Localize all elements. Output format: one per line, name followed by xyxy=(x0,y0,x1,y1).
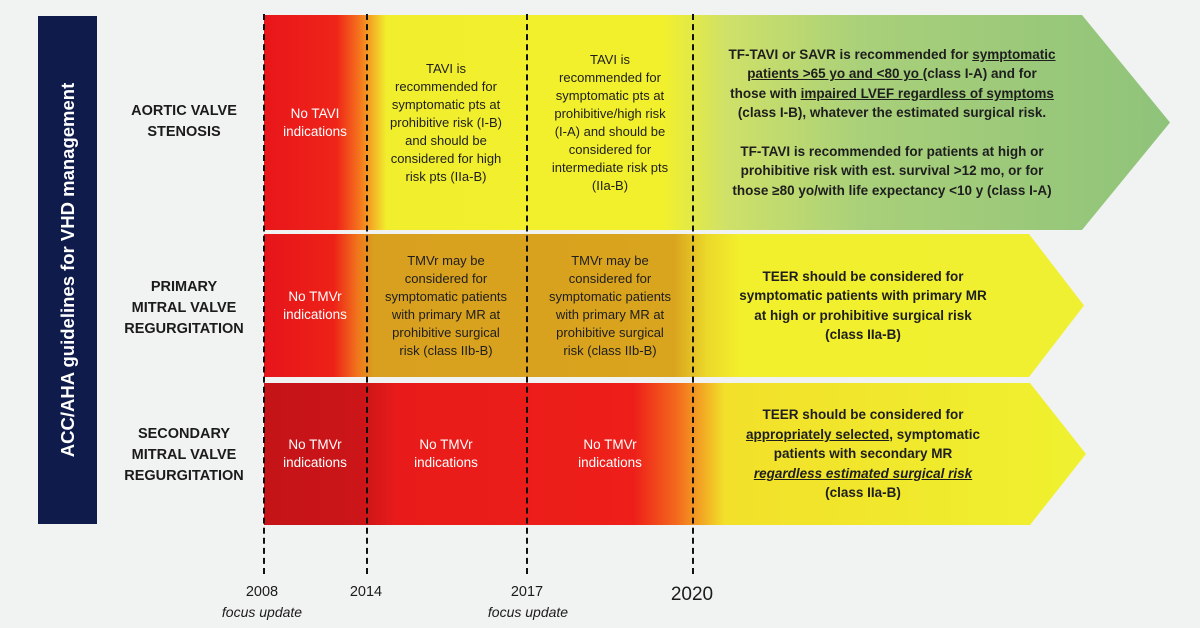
arrow-line: those ≥80 yo/with life expectancy <10 y … xyxy=(732,182,1052,198)
arrow-line: TEER should be considered for xyxy=(762,268,964,284)
year-2020: 2020 xyxy=(670,584,714,605)
band-primary xyxy=(264,234,1084,377)
arrow-line: TEER should be considered for xyxy=(762,407,964,423)
arrow-line: patients >65 yo and <80 yo (class I-A) a… xyxy=(747,66,1037,82)
band-secondary-shape xyxy=(264,383,1086,525)
row-label-primary: PRIMARY MITRAL VALVE REGURGITATION xyxy=(124,279,244,337)
cell-primary-2017: TMVr may be considered for symptomatic pa… xyxy=(548,252,672,358)
cell-primary-2008: No TMVr indications xyxy=(283,288,347,322)
divider-2008 xyxy=(263,14,265,574)
divider-2020 xyxy=(692,14,694,574)
cell-aortic-2014: TAVI is recommended for symptomatic pts a… xyxy=(390,60,502,184)
side-panel: ACC/AHA guidelines for VHD management xyxy=(38,16,97,524)
arrow-text-aortic: TF-TAVI or SAVR is recommended for sympt… xyxy=(698,15,1086,230)
band-primary-shape xyxy=(264,234,1084,377)
arrow-line: prohibitive risk with est. survival >12 … xyxy=(740,163,1044,179)
arrow-line: TF-TAVI or SAVR is recommended for sympt… xyxy=(728,46,1056,62)
row-label-aortic: AORTIC VALVE STENOSIS xyxy=(131,103,237,140)
focus-update-2017: focus update xyxy=(487,604,569,620)
cell-secondary-2017: No TMVr indications xyxy=(578,437,642,470)
arrow-line: (class I-B), whatever the estimated surg… xyxy=(737,105,1047,121)
band-aortic xyxy=(264,15,1170,230)
band-aortic-shape xyxy=(264,15,1170,230)
arrow-line: at high or prohibitive surgical risk xyxy=(754,307,972,323)
cell-secondary-2014: No TMVr indications xyxy=(414,437,478,470)
cell-aortic-2008: No TAVI indications xyxy=(283,105,347,139)
arrow-line: patients with secondary MR xyxy=(773,446,953,462)
arrow-line: appropriately selected, symptomatic xyxy=(745,426,981,442)
arrow-line: (class IIa-B) xyxy=(825,327,901,342)
cell-primary-2014: TMVr may be considered for symptomatic pa… xyxy=(384,252,508,358)
year-2017: 2017 xyxy=(510,584,544,600)
year-2014: 2014 xyxy=(349,584,383,600)
side-title: ACC/AHA guidelines for VHD management xyxy=(56,82,78,458)
focus-update-2008: focus update xyxy=(221,604,303,620)
cell-secondary-2008: No TMVr indications xyxy=(283,437,347,470)
arrow-line: those with impaired LVEF regardless of s… xyxy=(730,85,1054,101)
arrow-text-secondary: TEER should be considered for appropriate… xyxy=(698,383,1028,525)
arrow-text-primary: TEER should be considered for symptomatic… xyxy=(698,234,1028,377)
divider-2017 xyxy=(526,14,528,574)
arrow-line: symptomatic patients with primary MR xyxy=(739,288,987,303)
year-2008: 2008 xyxy=(245,584,279,600)
arrow-line: regardless estimated surgical risk xyxy=(753,465,973,481)
arrow-line: TF-TAVI is recommended for patients at h… xyxy=(740,143,1044,159)
band-secondary xyxy=(264,383,1086,525)
row-label-secondary: SECONDARY MITRAL VALVE REGURGITATION xyxy=(124,426,244,484)
cell-aortic-2017: TAVI is recommended for symptomatic pts a… xyxy=(551,51,669,193)
divider-2014 xyxy=(366,14,368,574)
arrow-line xyxy=(728,123,1055,142)
arrow-line: (class IIa-B) xyxy=(825,485,901,501)
